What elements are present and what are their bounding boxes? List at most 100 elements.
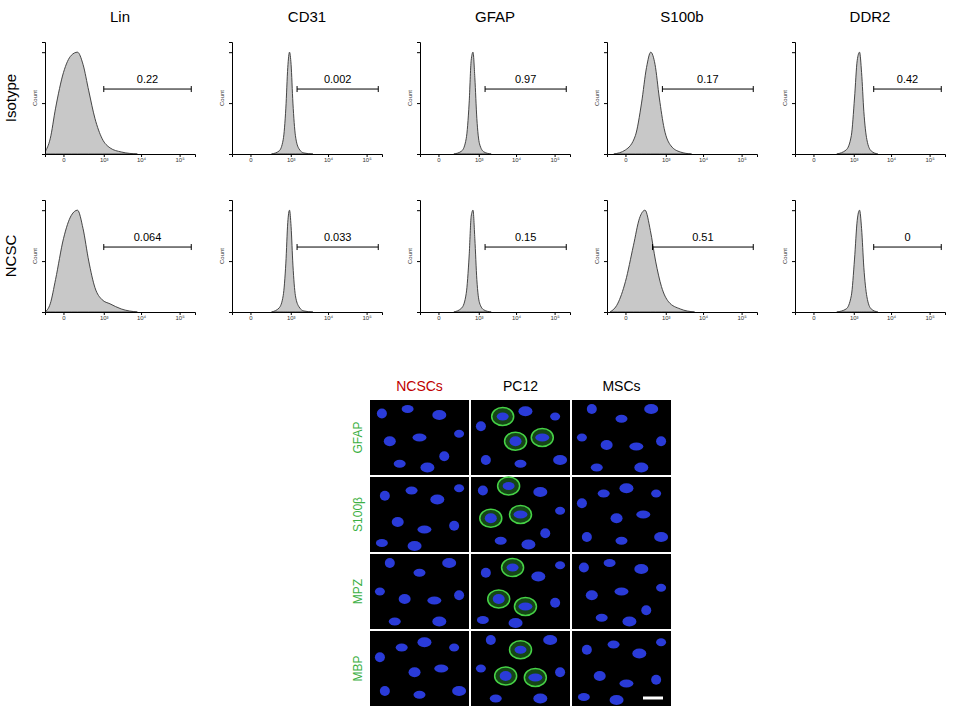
y-tick (792, 312, 795, 313)
y-axis-line (229, 201, 233, 313)
y-axis-title: Count (32, 90, 38, 106)
nucleus (377, 409, 387, 419)
gate-line (874, 89, 942, 90)
y-axis-title: Count (782, 248, 788, 264)
nucleus (380, 491, 390, 501)
y-tick-mark (417, 103, 420, 104)
nucleus (610, 695, 624, 705)
nucleus (427, 597, 441, 605)
y-tick-mark (229, 210, 232, 211)
x-axis-line (608, 313, 758, 316)
x-axis: 010³10⁴10⁵ (46, 312, 196, 321)
x-tick: 10⁵ (176, 154, 186, 163)
plot-area (45, 210, 137, 312)
nucleus (550, 598, 560, 608)
y-axis (229, 43, 233, 155)
x-axis: 010³10⁴10⁵ (421, 312, 571, 321)
nucleus (497, 413, 509, 421)
gate-cap (941, 244, 942, 250)
x-tick-label: 10⁴ (887, 315, 897, 321)
x-tick: 10⁴ (137, 312, 147, 321)
nucleus (651, 675, 661, 685)
nucleus (389, 618, 401, 626)
y-tick-mark (604, 154, 607, 155)
x-tick: 10³ (662, 154, 671, 163)
nucleus (486, 635, 496, 645)
x-tick: 10³ (850, 312, 859, 321)
gate-label: 0.002 (324, 73, 352, 85)
plot-area (272, 52, 313, 154)
stain (531, 429, 553, 447)
y-tick (229, 103, 232, 104)
nucleus (454, 484, 464, 492)
x-tick: 0 (624, 154, 628, 163)
gate-cap (378, 244, 379, 250)
y-axis-line (604, 201, 608, 313)
y-tick-mark (792, 210, 795, 211)
y-axis-title: Count (594, 90, 600, 106)
histogram-area (837, 52, 878, 154)
nucleus (518, 406, 532, 416)
nucleus (434, 665, 448, 673)
column-title: GFAP (475, 8, 515, 25)
micrograph-column-label: MSCs (602, 378, 640, 394)
gate: 0.033 (297, 231, 378, 250)
stain (510, 506, 532, 524)
histogram-area (45, 210, 137, 312)
nucleus (578, 693, 590, 701)
y-tick (604, 312, 607, 313)
nucleus (591, 464, 603, 472)
gate-cap (941, 86, 942, 92)
y-tick-mark (604, 312, 607, 313)
y-tick-mark (417, 52, 420, 53)
y-axis (229, 201, 233, 313)
x-axis: 010³10⁴10⁵ (608, 154, 758, 163)
column-title: DDR2 (850, 8, 891, 25)
gate-cap (191, 86, 192, 92)
micrograph-row-label: MBP (351, 655, 365, 681)
x-tick: 10³ (475, 312, 484, 321)
x-tick: 10⁵ (738, 312, 748, 321)
x-tick: 0 (812, 154, 816, 163)
x-tick-label: 0 (437, 157, 441, 163)
y-tick (792, 52, 795, 53)
y-axis-title: Count (219, 90, 225, 106)
plot-area (454, 52, 491, 154)
y-axis (42, 201, 46, 313)
nucleus (481, 568, 491, 578)
micrograph-background (370, 631, 469, 706)
plot-area (45, 52, 137, 154)
x-tick-label: 10⁴ (887, 157, 897, 163)
column-title: S100b (660, 8, 703, 25)
y-axis-line (229, 43, 233, 155)
y-axis-title: Count (782, 90, 788, 106)
x-tick-label: 10³ (100, 157, 109, 163)
nucleus (656, 584, 666, 592)
y-axis-line (42, 43, 46, 155)
x-tick: 10⁴ (324, 312, 334, 321)
y-tick (417, 154, 420, 155)
y-tick (417, 52, 420, 53)
x-axis-line (46, 155, 196, 158)
nucleus (594, 671, 606, 681)
stain (492, 408, 514, 426)
nucleus (385, 558, 395, 568)
x-tick-label: 0 (62, 315, 66, 321)
micrograph-column-label: PC12 (503, 378, 538, 394)
y-tick (229, 210, 232, 211)
y-axis-line (417, 43, 421, 155)
plot-area (610, 210, 695, 312)
x-tick: 10⁴ (887, 312, 897, 321)
x-tick-label: 10⁴ (324, 315, 334, 321)
micrograph-row-label: GFAP (351, 421, 365, 453)
stain (510, 641, 532, 659)
nucleus (528, 674, 542, 682)
histogram-panel: 010³10⁴10⁵Count0.42 (782, 43, 946, 164)
y-tick (792, 154, 795, 155)
y-tick (229, 261, 232, 262)
row-label: Isotype (2, 74, 19, 122)
gate-label: 0.42 (897, 73, 918, 85)
nucleus (414, 691, 426, 699)
x-tick-label: 10³ (100, 315, 109, 321)
y-tick-mark (792, 52, 795, 53)
